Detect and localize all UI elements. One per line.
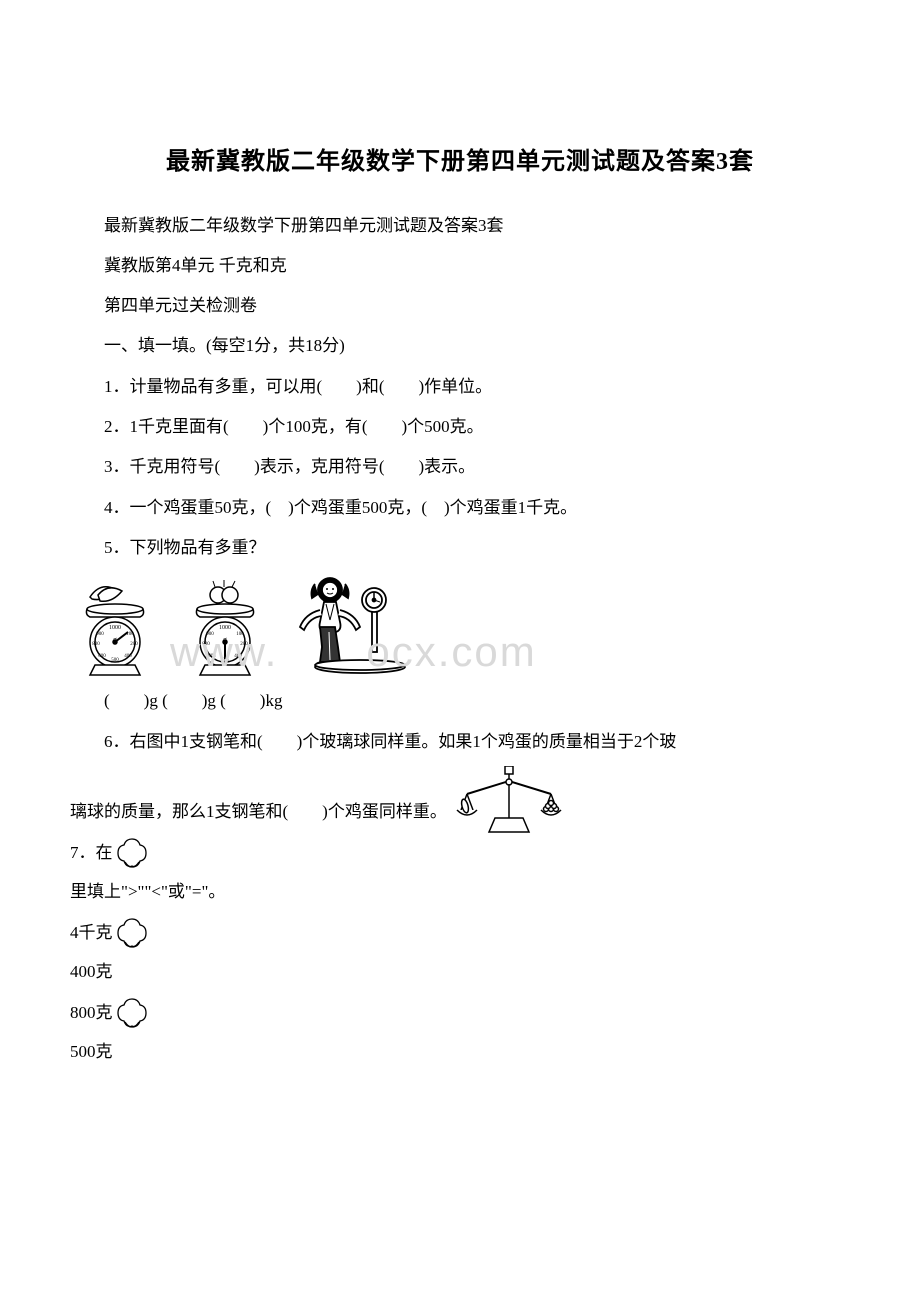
girl-scale-icon xyxy=(290,572,410,677)
svg-text:1000: 1000 xyxy=(219,625,231,631)
page-title: 最新冀教版二年级数学下册第四单元测试题及答案3套 xyxy=(70,140,850,186)
q7-left: 800克 xyxy=(70,997,113,1029)
intro-line: 第四单元过关检测卷 xyxy=(70,290,850,322)
question-6b: 璃球的质量，那么1支钢笔和( )个鸡蛋同样重。 xyxy=(70,796,447,828)
q7-item-2: 800克 xyxy=(70,996,850,1030)
section-heading: 一、填一填。(每空1分，共18分) xyxy=(70,330,850,362)
banana-scale-icon: 1000 900 100 800 200 600 400 500 g xyxy=(70,577,160,677)
svg-text:500: 500 xyxy=(111,658,119,663)
question-2: 2．1千克里面有( )个100克，有( )个500克。 xyxy=(70,411,850,443)
svg-text:1000: 1000 xyxy=(109,625,121,631)
question-6a: 6．右图中1支钢笔和( )个玻璃球同样重。如果1个鸡蛋的质量相当于2个玻 xyxy=(70,726,850,758)
svg-text:600: 600 xyxy=(98,654,106,659)
flower-icon xyxy=(115,996,149,1030)
question-4: 4．一个鸡蛋重50克，( )个鸡蛋重500克，( )个鸡蛋重1千克。 xyxy=(70,492,850,524)
question-3: 3．千克用符号( )表示，克用符号( )表示。 xyxy=(70,451,850,483)
question-5: 5．下列物品有多重？ xyxy=(70,532,850,564)
svg-text:200: 200 xyxy=(240,642,248,647)
svg-text:400: 400 xyxy=(124,654,132,659)
question-6-row: 璃球的质量，那么1支钢笔和( )个鸡蛋同样重。 xyxy=(70,766,850,836)
intro-line: 最新冀教版二年级数学下册第四单元测试题及答案3套 xyxy=(70,210,850,242)
intro-line: 冀教版第4单元 千克和克 xyxy=(70,250,850,282)
balance-icon xyxy=(455,766,565,836)
q7-right-1: 400克 xyxy=(70,956,850,988)
svg-text:900: 900 xyxy=(96,632,104,637)
q7-instruction: 里填上">""<"或"="。 xyxy=(70,876,850,908)
svg-text:800: 800 xyxy=(92,642,100,647)
scales-row: www. ocx.com 1000 900 100 800 200 600 40… xyxy=(70,572,850,677)
svg-text:800: 800 xyxy=(202,642,210,647)
blanks-line: ( )g ( )g ( )kg xyxy=(70,685,850,717)
svg-text:400: 400 xyxy=(234,654,242,659)
fruit-scale-icon: 1000 900 100 800 200 600 400 500 g xyxy=(180,577,270,677)
question-7-prefix: 7．在 xyxy=(70,836,850,870)
question-1: 1．计量物品有多重，可以用( )和( )作单位。 xyxy=(70,371,850,403)
svg-text:200: 200 xyxy=(130,642,138,647)
flower-icon xyxy=(115,836,149,870)
q7-left: 4千克 xyxy=(70,917,113,949)
svg-text:900: 900 xyxy=(206,632,214,637)
svg-text:600: 600 xyxy=(208,654,216,659)
q7-item-1: 4千克 xyxy=(70,916,850,950)
flower-icon xyxy=(115,916,149,950)
q7-prefix-text: 7．在 xyxy=(70,837,113,869)
q7-right-2: 500克 xyxy=(70,1036,850,1068)
svg-text:100: 100 xyxy=(236,632,244,637)
